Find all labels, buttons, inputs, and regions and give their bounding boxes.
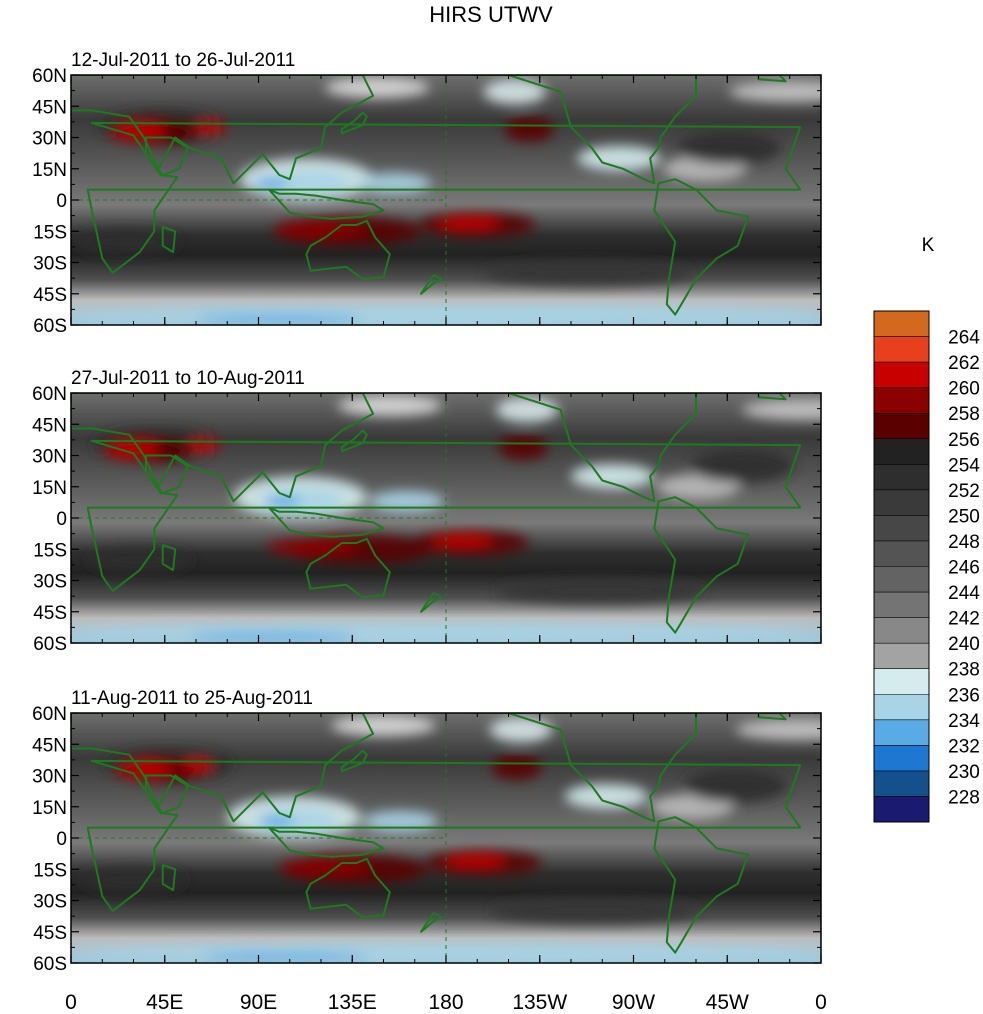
colorbar-swatch (874, 796, 929, 823)
colorbar-swatch (874, 464, 929, 491)
lon-tick-label: 180 (428, 991, 463, 1014)
lat-tick-label: 45S (33, 603, 67, 624)
lat-tick-label: 30S (33, 892, 67, 913)
colorbar-label: 228 (948, 787, 980, 808)
panel-subtitle: 11-Aug-2011 to 25-Aug-2011 (71, 688, 313, 709)
colorbar-label: 246 (948, 558, 980, 579)
colorbar-label: 240 (948, 634, 980, 655)
lat-tick-label: 60N (32, 704, 67, 725)
lat-tick-label: 30S (33, 254, 67, 275)
map-panels: 12-Jul-2011 to 26-Jul-201160N45N30N15N01… (32, 50, 822, 975)
colorbar-swatch (874, 362, 929, 388)
lat-tick-label: 15N (32, 160, 67, 181)
colorbar-swatch (874, 413, 929, 440)
lat-tick-label: 0 (56, 191, 67, 212)
colorbar-label: 252 (948, 481, 980, 502)
lat-tick-label: 60N (32, 384, 67, 405)
colorbar-swatch (874, 336, 929, 363)
longitude-axis-labels: 0 45E 90E 135E 180 135W 90W 45W 0 (65, 991, 827, 1014)
colorbar-label: 260 (948, 379, 980, 400)
colorbar-swatch (874, 540, 929, 567)
colorbar-label: 242 (948, 609, 980, 630)
lat-tick-label: 15N (32, 478, 67, 499)
lon-tick-label: 45E (146, 991, 183, 1014)
lat-tick-label: 0 (56, 509, 67, 530)
colorbar-swatch (874, 694, 929, 721)
colorbar-label: 256 (948, 430, 980, 451)
figure-title: HIRS UTWV (429, 2, 553, 27)
colorbar-swatch (874, 668, 929, 695)
colorbar-label: 234 (948, 711, 980, 732)
colorbar-swatch (874, 745, 929, 772)
colorbar-swatch (874, 387, 929, 414)
lat-tick-label: 15S (33, 222, 67, 243)
lat-tick-label: 60S (33, 316, 67, 337)
colorbar-swatch (874, 438, 929, 465)
colorbar-label: 236 (948, 685, 980, 706)
lat-tick-label: 45S (33, 285, 67, 306)
lat-tick-label: 15S (33, 540, 67, 561)
lat-tick-label: 15N (32, 798, 67, 819)
colorbar-swatch (874, 311, 929, 337)
colorbar-label: 230 (948, 762, 980, 783)
lat-tick-label: 45N (32, 415, 67, 436)
colorbar-label: 254 (948, 455, 980, 476)
lon-tick-label: 0 (65, 991, 77, 1014)
colorbar-label: 238 (948, 660, 980, 681)
lat-tick-label: 45N (32, 735, 67, 756)
lat-tick-label: 30N (32, 767, 67, 788)
lat-tick-label: 60N (32, 66, 67, 87)
colorbar-label: 250 (948, 506, 980, 527)
coastlines (71, 393, 802, 634)
colorbar-label: 262 (948, 353, 980, 374)
lon-tick-label: 90W (612, 991, 655, 1014)
lat-tick-label: 45N (32, 97, 67, 118)
colorbar-swatch (874, 515, 929, 542)
panel-subtitle: 12-Jul-2011 to 26-Jul-2011 (71, 50, 295, 71)
colorbar-label: 248 (948, 532, 980, 553)
lon-tick-label: 135E (328, 991, 377, 1014)
colorbar-units-label: K (922, 235, 935, 256)
lat-tick-label: 0 (56, 829, 67, 850)
colorbar-label: 244 (948, 583, 980, 604)
colorbar-swatch (874, 566, 929, 593)
lat-tick-label: 30N (32, 447, 67, 468)
colorbar-label: 232 (948, 736, 980, 757)
lat-tick-label: 30N (32, 129, 67, 150)
colorbar-swatch (874, 489, 929, 516)
panel-subtitle: 27-Jul-2011 to 10-Aug-2011 (71, 368, 305, 389)
coastlines (71, 713, 802, 954)
utwv-field (71, 713, 821, 963)
lon-tick-label: 135W (512, 991, 567, 1014)
colorbar-swatch (874, 592, 929, 618)
lat-tick-label: 45S (33, 923, 67, 944)
lon-tick-label: 90E (240, 991, 277, 1014)
lon-tick-label: 45W (706, 991, 749, 1014)
colorbar-swatch (874, 617, 929, 644)
lat-tick-label: 30S (33, 572, 67, 593)
colorbar: 264 262 260 258 256 254 252 250 248 246 244 242 240 2… (873, 310, 980, 823)
colorbar-swatch (874, 719, 929, 746)
colorbar-label: 264 (948, 328, 980, 349)
lat-tick-label: 60S (33, 954, 67, 975)
colorbar-label: 258 (948, 404, 980, 425)
lat-tick-label: 60S (33, 634, 67, 655)
coastlines (71, 75, 802, 316)
colorbar-swatch (874, 770, 929, 797)
colorbar-swatch (874, 643, 929, 669)
lon-tick-label: 0 (815, 991, 827, 1014)
lat-tick-label: 15S (33, 860, 67, 881)
